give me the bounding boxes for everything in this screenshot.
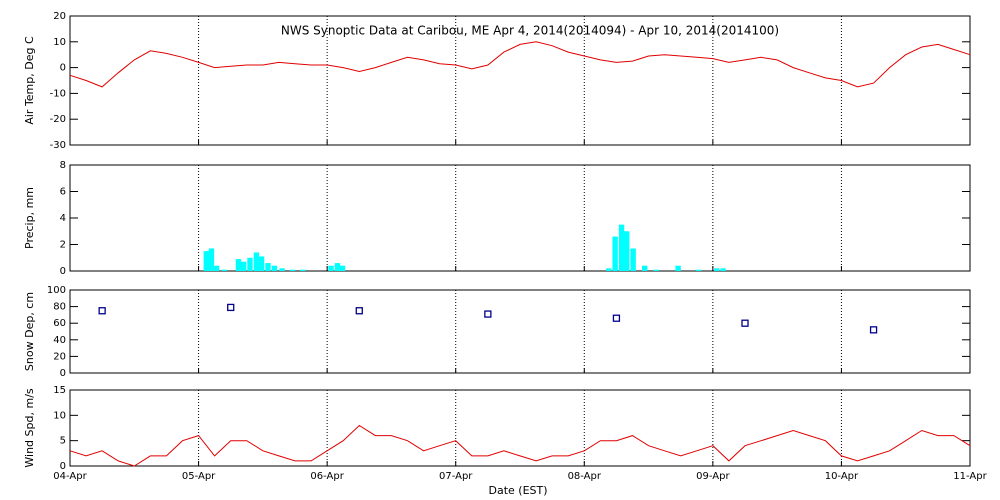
x-axis-label: Date (EST) [488,484,547,497]
precip-bar [271,265,278,271]
y-tick-label: 2 [60,240,66,251]
y-tick-label: 40 [53,335,66,346]
y-axis-label: Wind Spd, m/s [23,388,36,468]
precip-bar [328,265,334,271]
precip-bar [203,251,209,271]
precip-bar [289,269,296,271]
precip-bar [221,269,227,271]
y-tick-label: 10 [53,37,66,48]
y-tick-label: 20 [53,351,66,362]
y-tick-label: -20 [50,114,66,125]
x-tick-label: 07-Apr [439,471,473,482]
precip-bar [253,252,260,271]
precip-bar [279,268,285,271]
data-line [69,424,971,467]
precip-bar [618,224,625,271]
precip-bar [675,265,681,271]
y-tick-label: 60 [53,318,66,329]
precip-bar [624,231,630,271]
x-tick-label: 09-Apr [696,471,730,482]
x-tick-label: 04-Apr [53,471,87,482]
y-tick-label: -10 [50,88,66,99]
x-tick-label: 06-Apr [310,471,344,482]
y-axis-label: Air Temp, Deg C [23,36,36,125]
plot-frame [69,15,971,146]
y-tick-label: 20 [53,11,66,22]
y-tick-label: 0 [60,461,66,472]
data-point [869,326,878,334]
y-tick-label: 100 [47,285,66,296]
precip-bar [235,259,242,271]
x-tick-label: 11-Apr [953,471,987,482]
precip-bar [696,269,702,271]
plot-frame [69,389,971,467]
data-point [484,310,492,318]
precip-bar [334,263,341,271]
y-tick-label: -30 [50,140,66,151]
precip-bar [240,261,247,271]
y-tick-label: 8 [60,160,66,171]
data-line [69,41,971,88]
precip-bar [208,248,215,271]
precip-bar [612,236,618,271]
data-point [227,303,235,312]
y-tick-label: 6 [60,187,66,198]
precip-bar [720,268,726,271]
chart-title: NWS Synoptic Data at Caribou, ME Apr 4, … [281,24,779,38]
y-tick-label: 0 [60,266,66,277]
y-tick-label: 5 [60,436,66,447]
precip-bar [653,269,659,271]
precip-bar [642,265,648,271]
precip-bar [606,268,612,271]
x-tick-label: 05-Apr [182,471,216,482]
y-tick-label: 10 [53,410,66,421]
y-tick-label: 0 [60,368,66,379]
x-tick-label: 08-Apr [568,471,602,482]
data-point [741,319,749,327]
data-point [355,307,363,315]
plot-frame [69,289,971,374]
precip-bar [630,248,636,271]
x-tick-label: 10-Apr [825,471,859,482]
y-axis-label: Precip, mm [23,187,36,249]
y-axis-label: Snow Dep, cm [23,292,36,371]
precip-bar [258,256,265,271]
precip-bar [300,269,306,271]
precip-bar [213,265,220,271]
precip-bar [339,265,346,271]
precip-bar [247,257,253,271]
y-tick-label: 80 [53,302,66,313]
precip-bar [714,268,720,271]
y-tick-label: 4 [60,213,66,224]
y-tick-label: 0 [60,63,66,74]
y-tick-label: 15 [53,385,66,396]
precip-bar [265,263,271,271]
data-point [612,314,621,322]
data-point [98,307,106,315]
